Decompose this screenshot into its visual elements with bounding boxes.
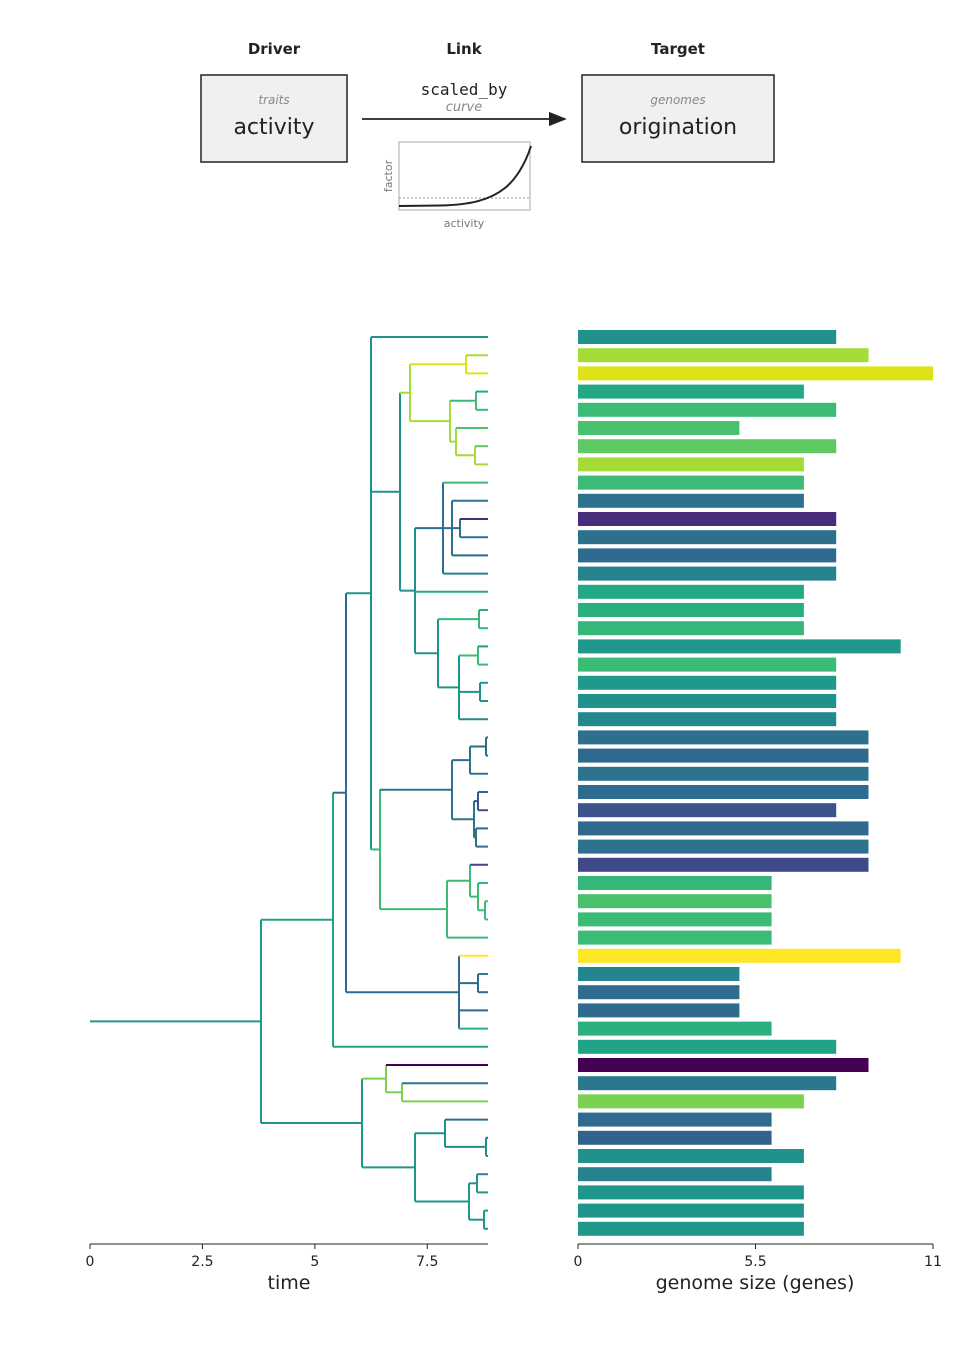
bar-49 xyxy=(578,1203,804,1218)
bar-48 xyxy=(578,1185,804,1200)
bar-32 xyxy=(578,894,772,909)
bar-30 xyxy=(578,857,869,872)
bar-27 xyxy=(578,803,837,818)
target-box xyxy=(581,74,775,163)
bar-8 xyxy=(578,457,804,472)
target-sub-label: genomes xyxy=(650,93,705,107)
bar-37 xyxy=(578,985,740,1000)
bar-7 xyxy=(578,439,837,454)
bar-21 xyxy=(578,694,837,708)
tree-tick-label: 0 xyxy=(86,1254,95,1270)
bar-33 xyxy=(578,912,772,927)
tree-panel: 0 2.5 5 7.5 time xyxy=(86,336,488,1294)
bar-29 xyxy=(578,839,869,854)
bar-47 xyxy=(578,1167,772,1182)
bar-4 xyxy=(578,384,804,399)
target-heading: Target xyxy=(651,40,705,58)
tree-tick-label: 7.5 xyxy=(416,1254,438,1270)
bar-20 xyxy=(578,675,837,690)
bars xyxy=(578,330,933,1236)
driver-heading: Driver xyxy=(248,40,301,58)
bar-tick-label: 0 xyxy=(574,1254,583,1270)
bar-23 xyxy=(578,730,869,745)
bar-x-axis-label: genome size (genes) xyxy=(656,1272,855,1294)
bar-14 xyxy=(578,566,837,581)
bar-36 xyxy=(578,967,740,981)
link-sub-label: curve xyxy=(446,100,482,115)
mini-curve-plot: factor activity xyxy=(382,141,532,230)
bar-5 xyxy=(578,402,837,417)
tree-tick-label: 5 xyxy=(310,1254,319,1270)
bar-38 xyxy=(578,1003,740,1018)
bar-tick-label: 11 xyxy=(924,1254,942,1270)
bar-18 xyxy=(578,639,901,654)
bar-34 xyxy=(578,930,772,945)
bar-31 xyxy=(578,876,772,890)
tree-tick-label: 2.5 xyxy=(191,1254,213,1270)
bar-39 xyxy=(578,1021,772,1036)
bar-9 xyxy=(578,475,804,490)
mini-plot-xlabel: activity xyxy=(444,217,485,230)
bar-ticks: 0 5.5 11 xyxy=(574,1244,942,1270)
bar-19 xyxy=(578,657,837,672)
target-main-label: origination xyxy=(619,115,737,140)
link-main-label: scaled_by xyxy=(421,80,508,99)
bar-22 xyxy=(578,712,837,727)
bar-17 xyxy=(578,621,804,636)
bar-6 xyxy=(578,421,740,435)
bar-44 xyxy=(578,1112,772,1127)
bar-24 xyxy=(578,748,869,763)
bar-45 xyxy=(578,1130,772,1145)
bar-46 xyxy=(578,1149,804,1163)
bar-x-axis: 0 5.5 11 genome size (genes) xyxy=(574,1243,942,1294)
bar-13 xyxy=(578,548,837,563)
bar-1 xyxy=(578,330,837,344)
bar-2 xyxy=(578,348,869,363)
driver-sub-label: traits xyxy=(258,93,289,107)
bar-41 xyxy=(578,1058,869,1072)
bar-42 xyxy=(578,1076,837,1091)
bar-panel: 0 5.5 11 genome size (genes) xyxy=(574,330,942,1294)
bar-25 xyxy=(578,766,869,781)
mini-curve-line xyxy=(398,145,532,207)
bar-10 xyxy=(578,493,804,508)
driver-main-label: activity xyxy=(233,115,314,140)
bar-3 xyxy=(578,366,933,381)
tree-x-axis: 0 2.5 5 7.5 time xyxy=(86,1243,488,1294)
driver-box xyxy=(200,74,348,163)
tree-ticks: 0 2.5 5 7.5 xyxy=(86,1244,438,1270)
bar-43 xyxy=(578,1094,804,1109)
bar-15 xyxy=(578,584,804,599)
bar-16 xyxy=(578,603,804,617)
tree-x-axis-label: time xyxy=(268,1272,311,1294)
mini-plot-frame xyxy=(398,141,531,211)
bar-40 xyxy=(578,1039,837,1054)
bar-35 xyxy=(578,948,901,963)
bar-tick-label: 5.5 xyxy=(744,1254,766,1270)
bar-11 xyxy=(578,512,837,526)
header-diagram: Driver Link Target traits activity genom… xyxy=(200,40,775,230)
mini-plot-ylabel: factor xyxy=(382,159,395,192)
tree-branches xyxy=(90,336,488,1230)
bar-12 xyxy=(578,530,837,545)
link-heading: Link xyxy=(446,40,482,58)
bar-26 xyxy=(578,785,869,799)
bar-50 xyxy=(578,1221,804,1236)
bar-28 xyxy=(578,821,869,836)
